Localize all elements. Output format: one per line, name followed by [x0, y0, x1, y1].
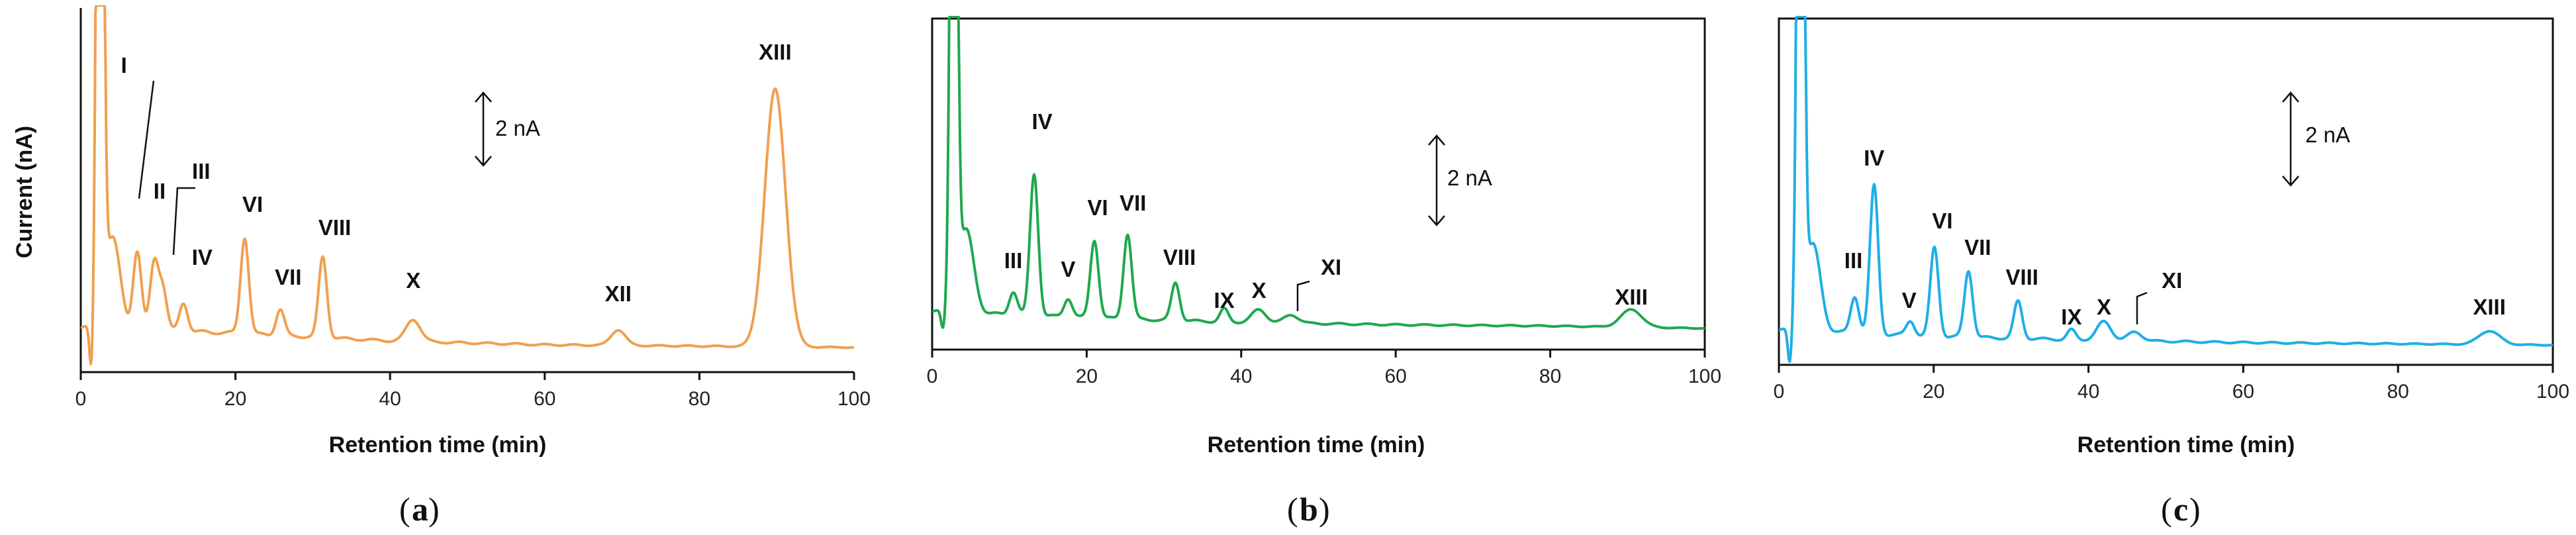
peak-label: XI: [1321, 255, 1341, 279]
peak-leader-line: [138, 80, 155, 199]
peak-label: XIII: [2473, 295, 2506, 319]
peak-label: VII: [1964, 235, 1991, 260]
x-tick-label: 60: [2232, 381, 2254, 403]
peak-label: XI: [2162, 268, 2182, 293]
x-tick-label: 80: [689, 388, 710, 410]
x-tick-label: 40: [379, 388, 401, 410]
x-tick-label: 60: [534, 388, 555, 410]
peak-label: III: [1844, 248, 1863, 273]
peak-label: XIII: [759, 40, 792, 64]
peak-label: V: [1061, 257, 1075, 281]
panel-label-c-close: ): [2189, 491, 2201, 528]
peak-label: XII: [605, 281, 632, 306]
x-tick-label: 80: [2387, 381, 2409, 403]
peak-label: X: [406, 268, 420, 293]
x-tick-label: 0: [927, 365, 938, 387]
panel-a: Current (nA) 0 20 40 60 80 100IIIIIIIVVIVIIVI…: [12, 5, 871, 528]
x-tick-label: 40: [2077, 381, 2099, 403]
plot-c-area: 0 20 40 60 80 100 III IV V VI VII VIII IX X XI XIII 2 nA: [1774, 16, 2569, 403]
x-axis-title: Retention time (min): [2077, 432, 2295, 458]
peak-label: X: [2097, 295, 2111, 319]
x-tick-label: 40: [1230, 365, 1252, 387]
peak-label: IX: [2061, 305, 2081, 329]
panel-label-b-open: (: [1287, 491, 1298, 528]
x-tick-label: 20: [224, 388, 246, 410]
plot-frame: [1778, 17, 2554, 366]
x-tick-label: 60: [1385, 365, 1407, 387]
scale-bar-label: 2 nA: [1447, 166, 1492, 190]
peak-label: IV: [1864, 146, 1884, 170]
peak-label: IX: [1214, 288, 1235, 313]
x-tick-label: 100: [1688, 365, 1721, 387]
chromatogram-trace: [81, 5, 854, 365]
scale-bar-label: 2 nA: [2305, 122, 2350, 147]
peak-label: VIII: [1163, 245, 1196, 269]
peak-leader-line: [1296, 280, 1310, 311]
scale-bar-arrow-up: [1428, 134, 1445, 146]
panel-label-b: b: [1300, 491, 1318, 528]
peak-label: III: [192, 159, 211, 183]
panel-label-a: a: [412, 491, 428, 528]
peak-label: II: [154, 179, 166, 203]
peak-leader-line: [2136, 291, 2148, 324]
peak-label: VI: [1087, 195, 1108, 220]
x-tick-label: 100: [837, 388, 871, 410]
peak-label: X: [1252, 278, 1266, 303]
scale-bar-arrow-down: [475, 156, 492, 167]
peak-label: VI: [242, 192, 263, 217]
panel-label-a-open: (: [399, 491, 410, 528]
peak-label: IV: [192, 245, 213, 269]
scale-bar-arrow-down: [2282, 175, 2299, 187]
x-axis-title: Retention time (min): [329, 432, 547, 458]
panel-b: 0 20 40 60 80 100 III IV V VI VII VIII IX X XI XIII 2 nA…: [927, 16, 1721, 528]
peak-label: VIII: [2005, 265, 2038, 289]
peak-label: VIII: [318, 215, 352, 240]
scale-bar-arrow-up: [475, 91, 492, 103]
peak-label: IV: [1031, 109, 1052, 134]
chromatogram-trace: [932, 16, 1705, 330]
panel-label-b-close: ): [1319, 491, 1330, 528]
panel-label-c-open: (: [2161, 491, 2172, 528]
x-tick-label: 80: [1539, 365, 1561, 387]
peak-label: V: [1902, 288, 1917, 313]
plot-b-area: 0 20 40 60 80 100 III IV V VI VII VIII IX X XI XIII 2 nA: [927, 16, 1721, 387]
scale-bar-label: 2 nA: [495, 116, 540, 140]
chromatogram-trace: [1779, 16, 2553, 363]
peak-label: I: [121, 53, 127, 77]
panel-label-c: c: [2173, 491, 2188, 528]
x-axis-title: Retention time (min): [1208, 432, 1425, 458]
peak-label: VII: [1120, 191, 1146, 215]
peak-label: VI: [1932, 209, 1952, 233]
peak-label: VII: [275, 265, 301, 289]
plot-frame: [931, 17, 1706, 351]
peak-label: XIII: [1615, 285, 1648, 309]
x-tick-label: 100: [2536, 381, 2569, 403]
peak-label: III: [1004, 248, 1023, 273]
scale-bar-arrow-down: [1428, 215, 1445, 226]
panel-label-a-close: ): [428, 491, 440, 528]
x-tick-label: 20: [1076, 365, 1098, 387]
peak-leader-line: [172, 187, 195, 256]
x-tick-label: 0: [75, 388, 87, 410]
scale-bar-arrow-up: [2282, 91, 2299, 103]
y-axis-title: Current (nA): [12, 126, 37, 258]
x-tick-label: 0: [1774, 381, 1785, 403]
panel-c: 0 20 40 60 80 100 III IV V VI VII VIII IX X XI XIII 2 nA…: [1774, 16, 2569, 528]
x-tick-label: 20: [1923, 381, 1944, 403]
